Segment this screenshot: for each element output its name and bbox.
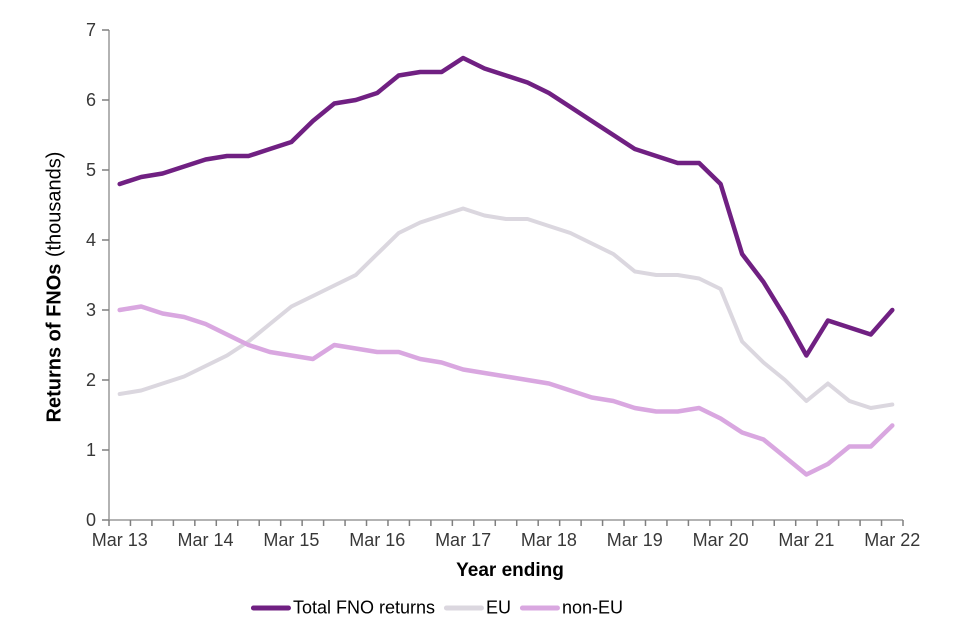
y-tick-label: 1 (86, 440, 96, 460)
series-line-non-eu (117, 304, 895, 477)
legend-item-eu: EU (444, 598, 511, 619)
legend: Total FNO returns EU non-EU (250, 597, 623, 619)
x-tick-label: Mar 21 (778, 530, 834, 550)
x-tick-label: Mar 17 (435, 530, 491, 550)
legend-item-non-eu: non-EU (520, 598, 623, 619)
x-tick-label: Mar 22 (864, 530, 920, 550)
legend-label-total-fno-returns: Total FNO returns (292, 597, 435, 618)
y-axis-title: Returns of FNOs (thousands) (44, 152, 67, 423)
legend-swatch-eu (444, 605, 484, 611)
legend-swatch-non-eu (520, 605, 561, 611)
x-tick-label: Mar 15 (263, 530, 319, 550)
legend-item-total-fno-returns: Total FNO returns (250, 597, 435, 619)
x-tick-label: Mar 13 (92, 530, 148, 550)
y-tick-label: 5 (86, 160, 96, 180)
x-tick-label: Mar 18 (521, 530, 577, 550)
x-tick-label: Mar 19 (607, 530, 663, 550)
x-tick-label: Mar 16 (349, 530, 405, 550)
y-axis-title-units: (thousands) (43, 151, 66, 258)
legend-swatch-total-fno-returns (250, 605, 291, 611)
y-tick-label: 4 (86, 230, 96, 250)
series-line-eu (117, 206, 895, 410)
x-tick-label: Mar 14 (178, 530, 234, 550)
y-axis-title-main: Returns of FNOs (43, 263, 66, 423)
x-axis-title: Year ending (456, 560, 564, 581)
y-tick-label: 7 (86, 20, 96, 40)
y-tick-label: 2 (86, 370, 96, 390)
y-tick-label: 6 (86, 90, 96, 110)
y-tick-label: 3 (86, 300, 96, 320)
y-tick-label: 0 (86, 510, 96, 530)
x-tick-label: Mar 20 (693, 530, 749, 550)
legend-label-eu: EU (486, 597, 512, 618)
series-line-total-fno-returns (117, 55, 895, 358)
legend-label-non-eu: non-EU (562, 597, 624, 618)
